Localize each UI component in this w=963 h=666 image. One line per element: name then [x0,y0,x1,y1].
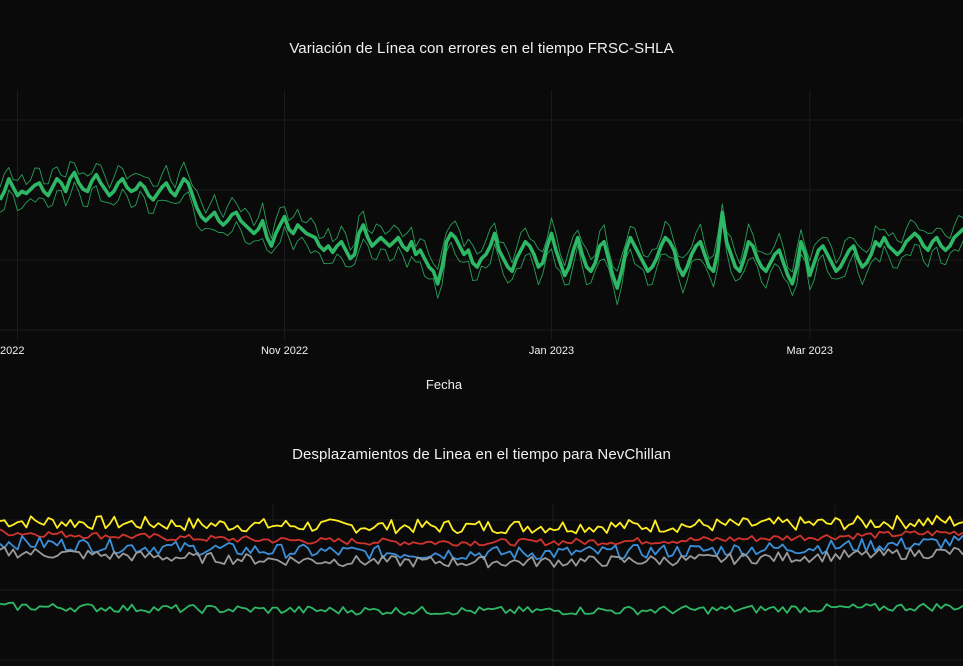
band-line-lower [0,181,963,306]
x-axis-label: Fecha [425,377,463,392]
x-tick-label: 2022 [0,345,25,357]
grid-lines [0,505,963,666]
band-line-upper [0,161,963,273]
series-line-0 [0,514,963,535]
x-tick-label: Mar 2023 [786,345,834,357]
series-line-3 [0,546,963,569]
x-tick-label: Jan 2023 [528,345,575,357]
chart-title-line-errors: Variación de Línea con errores en el tie… [289,40,674,57]
series-line-4 [0,601,963,616]
line-errors-chart [0,90,963,340]
series-line-main [0,170,963,290]
main-series [0,170,963,290]
chart-title-displacements: Desplazamientos de Linea en el tiempo pa… [292,446,671,463]
series-lines [0,514,963,616]
band-lines [0,161,963,306]
x-tick-label: Nov 2022 [260,345,309,357]
series-line-1 [0,528,963,547]
